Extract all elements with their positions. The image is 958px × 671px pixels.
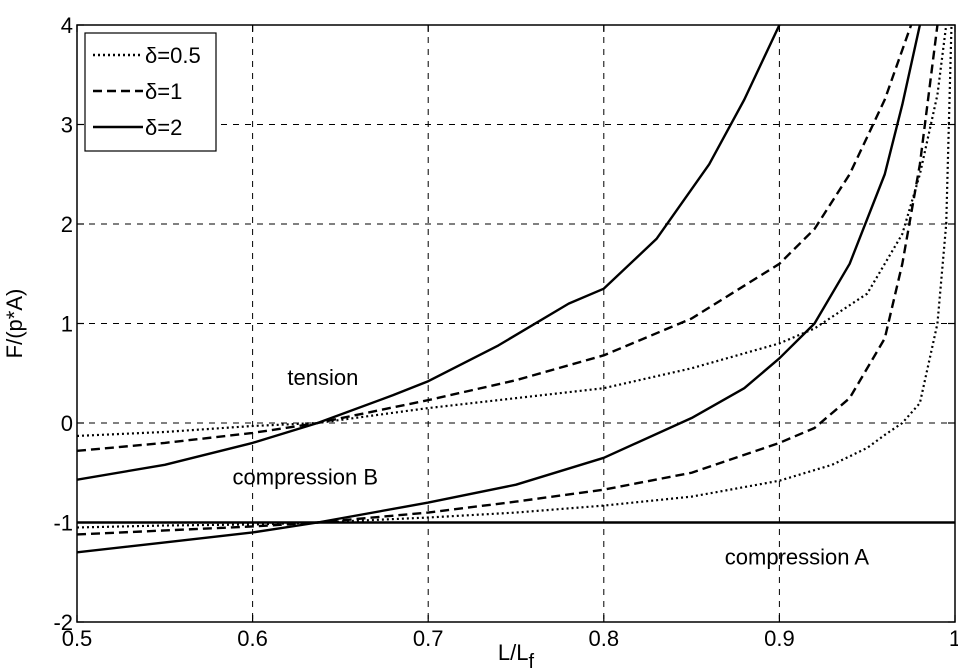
axis-ticks: 0.5 0.6 0.7 0.8 0.9 1 -2 -1 0 1 2 3 4 — [53, 13, 958, 651]
legend-box — [84, 32, 217, 152]
x-tick-label-4: 0.9 — [764, 626, 795, 651]
series-line-compression-B-dotted-3 — [77, 25, 953, 529]
series-line-tension-solid-2 — [77, 25, 781, 481]
plot-area — [77, 25, 955, 554]
y-tick-label-5: 3 — [61, 113, 73, 138]
legend-label-dotted: δ=0.5 — [145, 43, 201, 68]
x-axis-label-main: L/L — [498, 640, 529, 665]
x-axis-label-subscript: f — [529, 651, 535, 671]
annotation-tension: tension — [287, 365, 358, 390]
y-tick-label-3: 1 — [61, 312, 73, 337]
y-tick-label-2: 0 — [61, 411, 73, 436]
series-line-compression-B-dashed-4 — [77, 25, 939, 536]
legend: δ=0.5 δ=1 δ=2 — [84, 32, 217, 152]
legend-label-solid: δ=2 — [145, 115, 182, 140]
series-line-tension-dashed-1 — [77, 25, 913, 453]
y-tick-label-1: -1 — [53, 511, 73, 536]
y-tick-label-6: 4 — [61, 13, 73, 38]
legend-label-dashed: δ=1 — [145, 79, 182, 104]
annotations: tension compression B compression A — [233, 365, 870, 569]
annotation-compression-A: compression A — [725, 544, 870, 569]
x-tick-label-5: 1 — [949, 626, 958, 651]
x-tick-label-1: 0.6 — [237, 626, 268, 651]
annotation-compression-B: compression B — [233, 465, 379, 490]
y-tick-label-4: 2 — [61, 212, 73, 237]
series-line-compression-B-solid-5 — [77, 25, 922, 554]
x-tick-label-0: 0.5 — [62, 626, 93, 651]
x-tick-label-3: 0.8 — [589, 626, 620, 651]
y-axis-label: F/(p*A) — [2, 289, 27, 359]
y-tick-label-0: -2 — [53, 610, 73, 635]
x-axis-label: L/Lf — [498, 640, 535, 671]
x-tick-label-2: 0.7 — [413, 626, 444, 651]
